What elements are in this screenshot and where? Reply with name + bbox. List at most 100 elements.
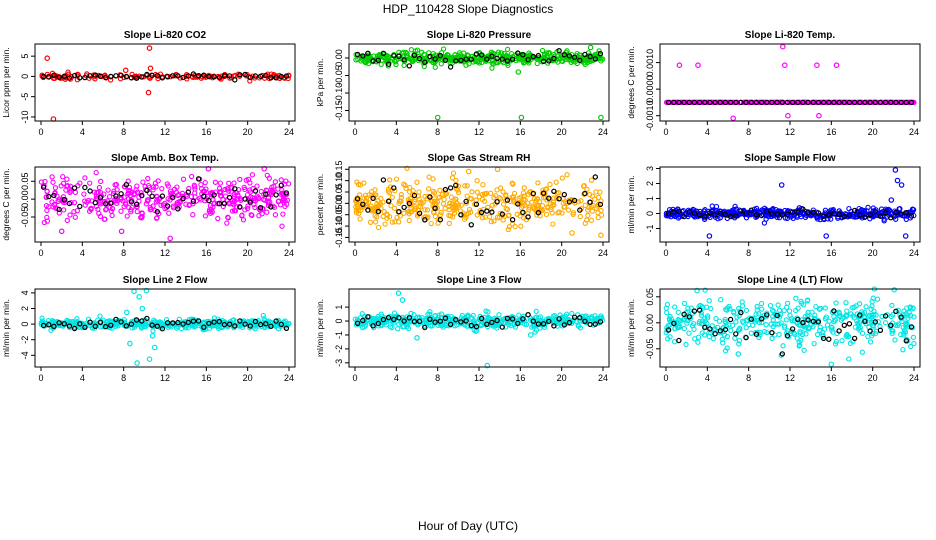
data-point	[378, 61, 384, 68]
data-point-black	[422, 59, 428, 66]
x-tick-label: 16	[826, 248, 836, 258]
data-point	[114, 198, 121, 204]
data-point	[175, 192, 181, 199]
data-point	[455, 189, 462, 196]
data-point	[225, 188, 232, 194]
outlier-point	[828, 361, 835, 368]
data-point	[496, 195, 502, 201]
panel-2: Slope Li-820 Pressure kPa per min. 0 4 8 12 16…	[315, 30, 610, 137]
data-point	[508, 322, 514, 329]
data-point	[520, 58, 526, 64]
panel-1: Slope Li-820 CO2 Licor ppm per min. 0 4 8 12 1…	[1, 30, 296, 137]
data-point-black	[216, 318, 222, 325]
data-point	[855, 99, 861, 106]
data-point	[133, 320, 140, 326]
outlier-point	[58, 228, 65, 235]
outlier-point	[730, 115, 737, 122]
y-tick-label: 0.15	[334, 161, 344, 179]
data-point	[215, 215, 221, 222]
data-point	[106, 194, 113, 200]
data-point	[585, 207, 591, 213]
y-tick-label: -0.05	[334, 204, 344, 225]
data-point-black	[154, 323, 160, 329]
outlier-point	[143, 287, 150, 294]
data-point	[408, 209, 414, 215]
data-point	[101, 216, 108, 222]
data-point	[708, 305, 714, 312]
data-point-black	[582, 190, 588, 197]
data-point	[402, 182, 408, 189]
y-axis-label: degrees C per min.	[1, 168, 11, 240]
data-point	[734, 314, 740, 320]
data-point-black	[278, 321, 284, 328]
data-point-black	[494, 317, 500, 324]
data-point	[756, 334, 762, 341]
data-point-black	[170, 320, 176, 326]
x-tick-label: 8	[121, 373, 126, 383]
data-point-black	[520, 209, 526, 216]
data-point-black	[365, 314, 371, 320]
data-point	[855, 325, 862, 332]
data-point-black	[784, 333, 791, 339]
data-point-black	[671, 209, 677, 215]
data-point	[739, 303, 746, 309]
data-point	[901, 308, 907, 314]
data-point-black	[164, 203, 171, 209]
data-point-black	[903, 338, 910, 344]
data-point	[441, 196, 447, 203]
data-point-black	[743, 210, 749, 217]
data-point-black	[877, 213, 884, 219]
data-point-black	[380, 177, 387, 183]
data-point-black	[903, 99, 910, 106]
outlier-point	[527, 332, 534, 338]
data-point-black	[851, 335, 858, 342]
data-point	[458, 55, 464, 61]
data-point-black	[144, 315, 150, 322]
data-point-black	[447, 185, 454, 191]
data-point	[684, 99, 691, 106]
data-point	[889, 330, 895, 337]
data-point	[142, 321, 149, 327]
data-point	[367, 219, 374, 226]
data-point	[362, 317, 368, 324]
data-point	[440, 201, 447, 207]
data-point	[67, 212, 73, 218]
data-point-black	[872, 208, 879, 215]
data-point	[452, 52, 458, 58]
data-point	[363, 195, 370, 201]
data-point-black	[836, 328, 842, 334]
data-point-black	[252, 73, 259, 79]
data-point-black	[46, 74, 52, 80]
data-point-black	[164, 320, 171, 326]
data-point-black	[432, 56, 438, 62]
data-point	[365, 60, 372, 67]
data-point	[60, 194, 67, 200]
data-point-black	[733, 331, 739, 337]
data-point	[375, 323, 381, 329]
data-point-black	[82, 184, 88, 191]
data-point	[871, 308, 877, 314]
data-point	[389, 324, 395, 331]
data-point	[585, 212, 591, 219]
data-point-black	[427, 194, 433, 200]
data-point	[504, 46, 511, 53]
data-point	[74, 315, 80, 322]
data-point-black	[447, 321, 454, 328]
data-point	[671, 339, 678, 345]
data-point	[125, 196, 132, 202]
y-tick-label: 0.10	[334, 172, 344, 190]
y-tick-label: -4	[20, 351, 30, 359]
outlier-point	[888, 197, 895, 203]
data-point	[430, 51, 436, 57]
data-point	[164, 181, 170, 187]
data-point-black	[743, 99, 749, 106]
outlier-point	[434, 114, 441, 121]
data-point	[60, 174, 66, 180]
data-point-black	[592, 321, 599, 327]
data-point-black	[820, 99, 827, 106]
data-point	[752, 319, 758, 325]
data-point-black	[391, 53, 397, 59]
data-point	[226, 180, 232, 186]
data-point	[861, 313, 867, 320]
data-point-black	[242, 71, 248, 78]
